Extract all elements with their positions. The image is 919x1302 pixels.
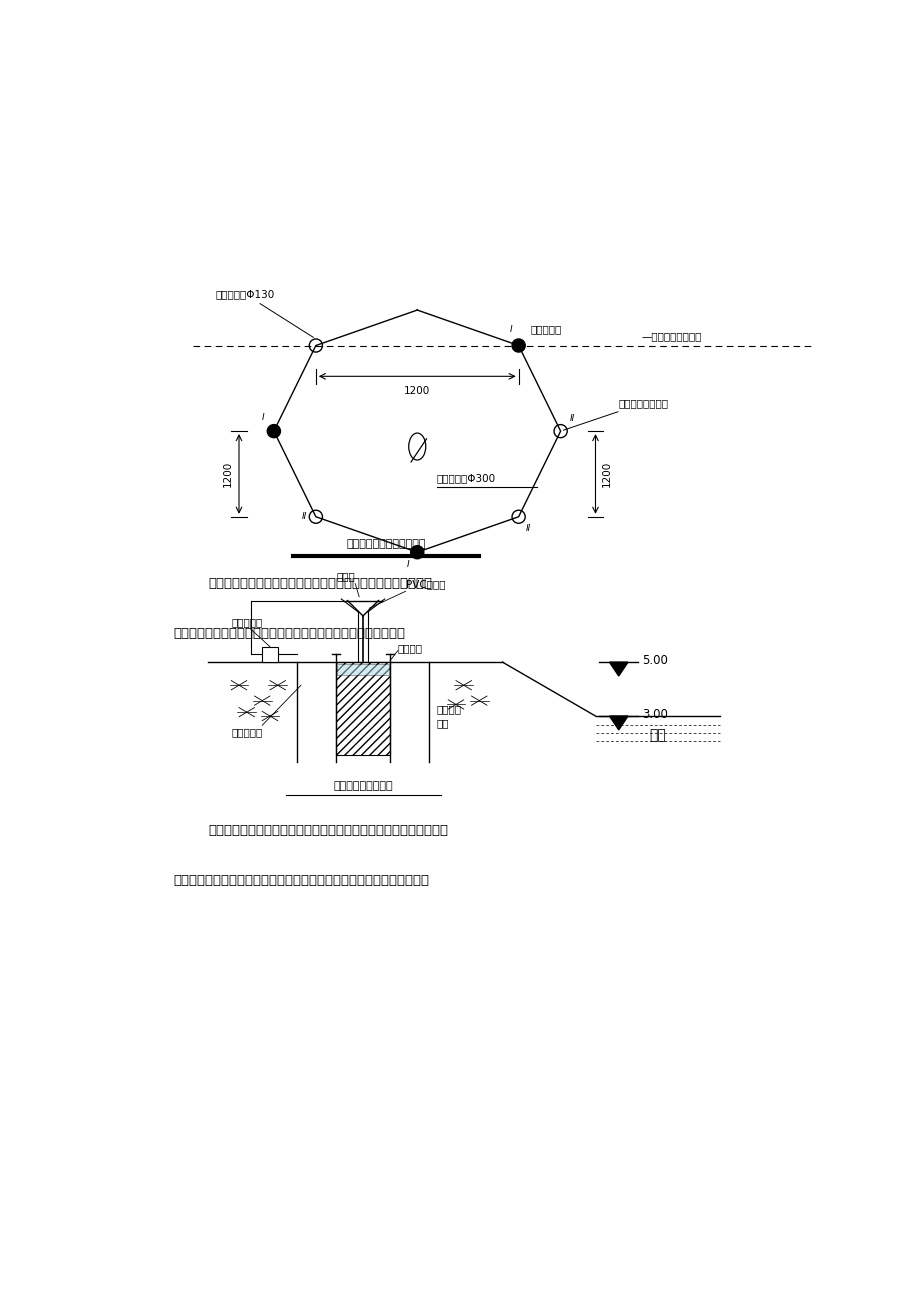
Text: II: II (569, 414, 574, 423)
Text: 1200: 1200 (222, 461, 233, 487)
Text: 东江: 东江 (649, 728, 665, 742)
Circle shape (512, 339, 525, 352)
Text: 已形成防渗墙围井: 已形成防渗墙围井 (562, 398, 668, 430)
Bar (337, 664, 388, 676)
Text: 渗透试验孔Φ300: 渗透试验孔Φ300 (437, 474, 495, 483)
Text: 围井高压摆喷孔施工完毕后，待防渗围井形成并达到设计规定强: 围井高压摆喷孔施工完毕后，待防渗围井形成并达到设计规定强 (208, 577, 432, 590)
Text: 3.00: 3.00 (641, 708, 667, 721)
Text: 围堰粘土
心墙: 围堰粘土 心墙 (437, 704, 461, 728)
Text: 试验原理为高喷防渗墙与基岩底部连接为一整体，即视高喷墙与基岩: 试验原理为高喷防渗墙与基岩底部连接为一整体，即视高喷墙与基岩 (208, 824, 448, 837)
Text: I: I (406, 560, 409, 569)
Text: 高压摆喷孔Φ130: 高压摆喷孔Φ130 (216, 289, 313, 337)
Circle shape (410, 546, 424, 559)
Text: 回填粗砂: 回填粗砂 (397, 643, 423, 654)
Text: 高喷防渗墙: 高喷防渗墙 (231, 728, 262, 737)
Text: 八边形八孔渗透试验布置图: 八边形八孔渗透试验布置图 (346, 539, 425, 549)
Text: 1200: 1200 (601, 461, 611, 487)
Text: 高压摆喷孔: 高压摆喷孔 (529, 324, 561, 333)
Text: II: II (301, 512, 306, 521)
Bar (335, 663, 390, 755)
Bar (262, 647, 278, 663)
Text: 度及防渗效果后，进行围井注水试验。围井注水剖面布置见下图：: 度及防渗效果后，进行围井注水试验。围井注水剖面布置见下图： (173, 628, 404, 641)
Text: II: II (525, 525, 530, 534)
Text: I: I (509, 326, 512, 333)
Text: PVC透水管: PVC透水管 (405, 579, 445, 589)
Polygon shape (608, 716, 628, 730)
Text: 围井注水试验剖面图: 围井注水试验剖面图 (333, 781, 392, 792)
Text: 1200: 1200 (403, 385, 430, 396)
Circle shape (267, 424, 280, 437)
Text: 5.00: 5.00 (641, 654, 667, 667)
Text: —高喷防渗墙中轴线: —高喷防渗墙中轴线 (641, 332, 701, 341)
Text: 注水管: 注水管 (336, 572, 355, 581)
Polygon shape (608, 663, 628, 676)
Text: 形成一完整桶体封闭结构，注水管向桶体内注水，桶体存在渗流情况。通: 形成一完整桶体封闭结构，注水管向桶体内注水，桶体存在渗流情况。通 (173, 874, 428, 887)
Text: I: I (262, 413, 265, 422)
Text: 注水流量计: 注水流量计 (231, 617, 262, 628)
